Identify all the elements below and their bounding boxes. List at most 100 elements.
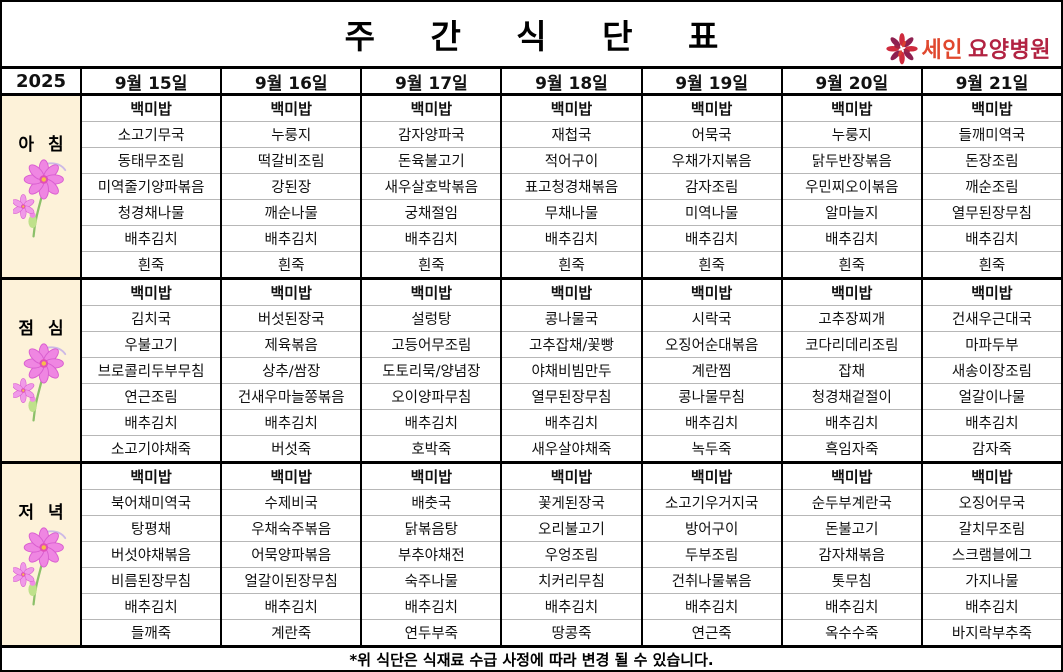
menu-item: 배추김치: [222, 225, 361, 251]
date-header: 9월 21일: [920, 69, 1061, 94]
menu-item: 흰죽: [222, 251, 361, 277]
menu-item-rice: 백미밥: [130, 100, 172, 118]
meal-label-cell-lunch: 점 심: [2, 280, 80, 461]
menu-item: 소고기야채죽: [82, 435, 221, 461]
menu-item-rice: 백미밥: [971, 468, 1013, 486]
menu-item: 야채비빔만두: [502, 357, 641, 383]
menu-item: 새송이장조림: [922, 357, 1061, 383]
menu-item: 흰죽: [362, 251, 501, 277]
menu-item: 코다리데리조림: [782, 331, 921, 357]
menu-item: 갈치무조림: [922, 515, 1061, 541]
flower-clipart-icon: [13, 527, 67, 606]
menu-item: 닭두반장볶음: [782, 147, 921, 173]
menu-item: 가지나물: [922, 567, 1061, 593]
menu-item: 고추장찌개: [782, 305, 921, 331]
menu-item: 배추김치: [502, 409, 641, 435]
menu-item: 배추김치: [782, 409, 921, 435]
menu-item-rice: 백미밥: [270, 100, 312, 118]
menu-item: 강된장: [222, 173, 361, 199]
menu-item: 청경채나물: [82, 199, 221, 225]
menu-day-cell: 백미밥 김치국 우불고기 브로콜리두부무침 연근조림 배추김치 소고기야채죽: [80, 280, 221, 461]
menu-item: 미역줄기양파볶음: [82, 173, 221, 199]
menu-item: 들깨미역국: [922, 121, 1061, 147]
meal-section-breakfast: 아 침: [2, 96, 1061, 280]
menu-day-cell: 백미밥 재첩국 적어구이 표고청경채볶음 무채나물 배추김치 흰죽: [500, 96, 641, 277]
meal-label: 아 침: [18, 135, 68, 155]
menu-day-cell: 백미밥 배춧국 닭볶음탕 부추야채전 숙주나물 배추김치 연두부죽: [360, 464, 501, 645]
menu-item: 돈육불고기: [362, 147, 501, 173]
menu-item-rice: 백미밥: [550, 284, 593, 302]
menu-day-cell: 백미밥 고추장찌개 코다리데리조림 잡채 청경채겉절이 배추김치 흑임자죽: [780, 280, 921, 461]
menu-item: 떡갈비조림: [222, 147, 361, 173]
menu-item: 깨순나물: [222, 199, 361, 225]
menu-item: 건취나물볶음: [642, 567, 781, 593]
menu-item: 새우살호박볶음: [362, 173, 501, 199]
menu-day-cell: 백미밥 시락국 오징어순대볶음 계란찜 콩나물무침 배추김치 녹두죽: [640, 280, 781, 461]
menu-item-rice: 백미밥: [831, 100, 873, 118]
meal-section-lunch: 점 심: [2, 280, 1061, 464]
menu-item: 동태무조림: [82, 147, 221, 173]
date-header: 9월 17일: [360, 69, 500, 94]
menu-item-rice: 백미밥: [550, 468, 593, 486]
title-bar: 주 간 식 단 표 세인 요양병원: [2, 2, 1061, 66]
menu-item: 비름된장무침: [82, 567, 221, 593]
menu-item: 흰죽: [642, 251, 781, 277]
date-header-row: 2025 9월 15일 9월 16일 9월 17일 9월 18일 9월 19일 …: [2, 66, 1061, 96]
menu-item: 호박죽: [362, 435, 501, 461]
menu-day-cell: 백미밥 버섯된장국 제육볶음 상추/쌈장 건새우마늘쫑볶음 배추김치 버섯죽: [220, 280, 361, 461]
menu-item: 계란찜: [642, 357, 781, 383]
menu-item: 치커리무침: [502, 567, 641, 593]
menu-item-rice: 백미밥: [690, 468, 733, 486]
menu-item: 흑임자죽: [782, 435, 921, 461]
menu-item: 건새우마늘쫑볶음: [222, 383, 361, 409]
menu-item: 감자채볶음: [782, 541, 921, 567]
menu-item: 연근죽: [642, 619, 781, 645]
menu-item: 수제비국: [222, 489, 361, 515]
menu-item: 배추김치: [922, 409, 1061, 435]
menu-item: 청경채겉절이: [782, 383, 921, 409]
menu-day-cell: 백미밥 설렁탕 고등어무조림 도토리묵/양념장 오이양파무침 배추김치 호박죽: [360, 280, 501, 461]
menu-item: 계란죽: [222, 619, 361, 645]
menu-item: 배추김치: [502, 593, 641, 619]
meal-label-cell-breakfast: 아 침: [2, 96, 80, 277]
menu-item: 배추김치: [782, 225, 921, 251]
menu-day-cell: 백미밥 누룽지 떡갈비조림 강된장 깨순나물 배추김치 흰죽: [220, 96, 361, 277]
menu-item: 콩나물국: [502, 305, 641, 331]
date-header: 9월 20일: [780, 69, 921, 94]
menu-item: 우민찌오이볶음: [782, 173, 921, 199]
menu-item: 소고기우거지국: [642, 489, 781, 515]
menu-item: 브로콜리두부무침: [82, 357, 221, 383]
menu-item: 깨순조림: [922, 173, 1061, 199]
menu-item: 잡채: [782, 357, 921, 383]
menu-item-rice: 백미밥: [270, 468, 312, 486]
menu-item: 돈장조림: [922, 147, 1061, 173]
menu-item-rice: 백미밥: [410, 100, 453, 118]
menu-item: 배추김치: [642, 225, 781, 251]
menu-item: 건새우근대국: [922, 305, 1061, 331]
menu-item: 고추잡채/꽃빵: [502, 331, 641, 357]
menu-day-cell: 백미밥 들깨미역국 돈장조림 깨순조림 열무된장무침 배추김치 흰죽: [920, 96, 1061, 277]
menu-item: 무채나물: [502, 199, 641, 225]
menu-item: 흰죽: [82, 251, 221, 277]
logo-text: 세인 요양병원: [922, 32, 1051, 64]
menu-item: 배추김치: [642, 409, 781, 435]
menu-item: 궁채절임: [362, 199, 501, 225]
menu-item: 소고기무국: [82, 121, 221, 147]
menu-item: 땅콩죽: [502, 619, 641, 645]
menu-day-cell: 백미밥 순두부계란국 돈불고기 감자채볶음 톳무침 배추김치 옥수수죽: [780, 464, 921, 645]
menu-item: 스크램블에그: [922, 541, 1061, 567]
menu-item: 오징어순대볶음: [642, 331, 781, 357]
menu-day-cell: 백미밥 어묵국 우채가지볶음 감자조림 미역나물 배추김치 흰죽: [640, 96, 781, 277]
menu-item: 얼갈이된장무침: [222, 567, 361, 593]
menu-item: 흰죽: [502, 251, 641, 277]
menu-item: 배추김치: [82, 409, 221, 435]
menu-day-cell: 백미밥 오징어무국 갈치무조림 스크램블에그 가지나물 배추김치 바지락부추죽: [920, 464, 1061, 645]
menu-item: 미역나물: [642, 199, 781, 225]
menu-item: 감자조림: [642, 173, 781, 199]
menu-item: 옥수수죽: [782, 619, 921, 645]
hospital-logo: 세인 요양병원: [885, 31, 1051, 65]
menu-day-cell: 백미밥 콩나물국 고추잡채/꽃빵 야채비빔만두 열무된장무침 배추김치 새우살야…: [500, 280, 641, 461]
menu-item: 고등어무조림: [362, 331, 501, 357]
menu-day-cell: 백미밥 감자양파국 돈육불고기 새우살호박볶음 궁채절임 배추김치 흰죽: [360, 96, 501, 277]
